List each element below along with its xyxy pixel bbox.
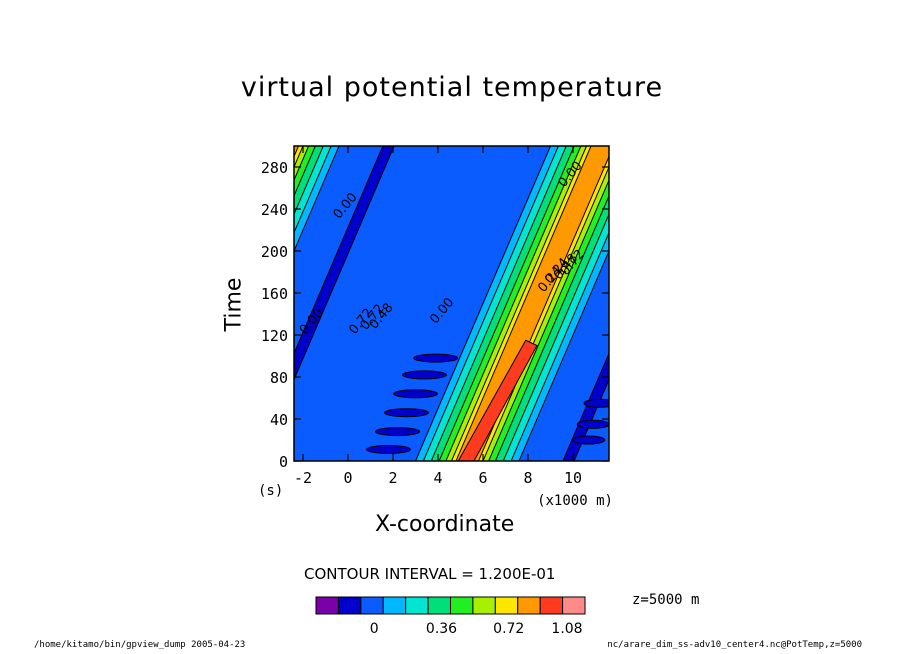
- x-tick-label: 4: [433, 469, 442, 487]
- y-tick-label: 40: [270, 411, 288, 429]
- colorbar-swatch: [405, 596, 429, 615]
- x-tick-label: -2: [294, 469, 312, 487]
- x-unit-label: (x1000 m): [537, 493, 613, 509]
- x-tick-label: 0: [343, 469, 352, 487]
- trough-blob: [375, 427, 420, 437]
- colorbar-tick-label: 0: [370, 621, 379, 637]
- footer-left-text: /home/kitamo/bin/gpview_dump 2005-04-23: [34, 640, 246, 650]
- trough-blob: [384, 408, 429, 418]
- field-band: [455, 146, 609, 461]
- x-tick-label: 2: [388, 469, 397, 487]
- field-band: [294, 146, 300, 158]
- colorbar-swatch: [539, 596, 564, 615]
- colorbar-swatch: [517, 596, 541, 615]
- colorbar-swatch: [360, 596, 384, 615]
- trough-band: [562, 352, 609, 461]
- trough-blob: [583, 398, 609, 408]
- trough-blob: [402, 370, 447, 380]
- y-tick-label: 160: [261, 285, 288, 303]
- colorbar-swatch: [562, 596, 586, 615]
- chart-title: virtual potential temperature: [240, 72, 664, 103]
- field-band: [294, 146, 324, 216]
- colorbar-swatch: [472, 596, 496, 615]
- colorbar-tick-label: 0.72: [493, 621, 524, 637]
- y-tick-label: 80: [270, 369, 288, 387]
- colorbar-swatch: [315, 596, 339, 615]
- trough-blob: [572, 435, 606, 445]
- y-unit-label: (s): [258, 483, 283, 499]
- colorbar-tick-label: 0.36: [426, 621, 457, 637]
- trough-blob: [366, 444, 411, 454]
- trough-blob: [576, 419, 609, 429]
- x-axis: -2 0 2 4 6 8 10 (x1000 m): [294, 146, 613, 509]
- y-axis-label: Time: [221, 277, 247, 332]
- colorbar-swatch: [427, 596, 452, 615]
- colorbar: 0 0.36 0.72 1.08: [315, 596, 586, 637]
- heatmap-field: [294, 146, 609, 461]
- level-text: z=5000 m: [632, 592, 700, 608]
- max-core: [457, 339, 538, 461]
- x-tick-label: 6: [478, 469, 487, 487]
- y-tick-label: 120: [261, 327, 288, 345]
- trough-blob: [393, 389, 438, 399]
- trough-blob: [413, 353, 459, 363]
- x-axis-label: X-coordinate: [375, 512, 515, 537]
- colorbar-swatch: [450, 596, 474, 615]
- colorbar-swatch: [494, 596, 519, 615]
- colorbar-tick-label: 1.08: [551, 621, 582, 637]
- colorbar-swatch: [382, 596, 407, 615]
- y-tick-label: 240: [261, 201, 288, 219]
- trough-band: [294, 146, 395, 381]
- y-tick-label: 200: [261, 243, 288, 261]
- y-tick-label: 280: [261, 159, 288, 177]
- plot-frame: [293, 145, 610, 462]
- colorbar-swatch: [337, 596, 362, 615]
- footer-right-text: nc/arare_dim_ss-adv10_center4.nc@PotTemp…: [607, 640, 862, 650]
- contour-interval-text: CONTOUR INTERVAL = 1.200E-01: [304, 565, 556, 583]
- y-tick-label: 0: [279, 453, 288, 471]
- x-tick-label: 10: [564, 469, 582, 487]
- x-tick-label: 8: [523, 469, 532, 487]
